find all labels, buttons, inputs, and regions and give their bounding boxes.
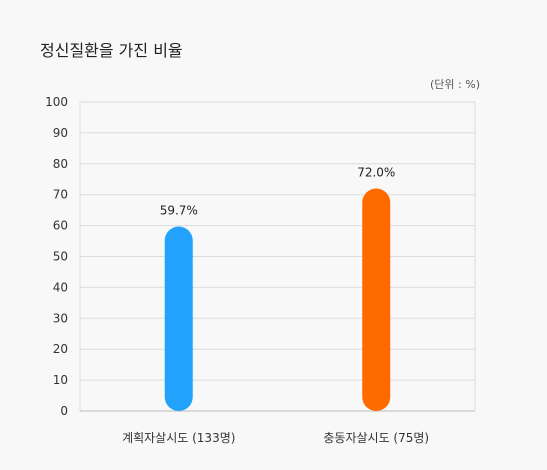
unit-label: (단위 : %) (430, 78, 480, 91)
data-label: 72.0% (357, 166, 395, 180)
y-tick-label: 100 (45, 95, 68, 109)
bar (164, 226, 193, 411)
y-tick-label: 80 (53, 157, 68, 171)
chart-title: 정신질환을 가진 비율 (40, 41, 183, 60)
x-category-label: 충동자살시도 (75명) (323, 431, 429, 445)
y-tick-label: 70 (53, 188, 68, 202)
y-tick-label: 0 (60, 404, 68, 418)
y-tick-label: 40 (53, 280, 68, 294)
y-tick-label: 50 (53, 250, 68, 264)
x-category-label: 계획자살시도 (133명) (122, 431, 235, 445)
bar (362, 188, 391, 411)
y-tick-label: 60 (53, 219, 68, 233)
y-tick-label: 20 (53, 342, 68, 356)
y-tick-label: 90 (53, 126, 68, 140)
y-tick-label: 30 (53, 311, 68, 325)
data-label: 59.7% (160, 204, 198, 218)
y-tick-label: 10 (53, 373, 68, 387)
